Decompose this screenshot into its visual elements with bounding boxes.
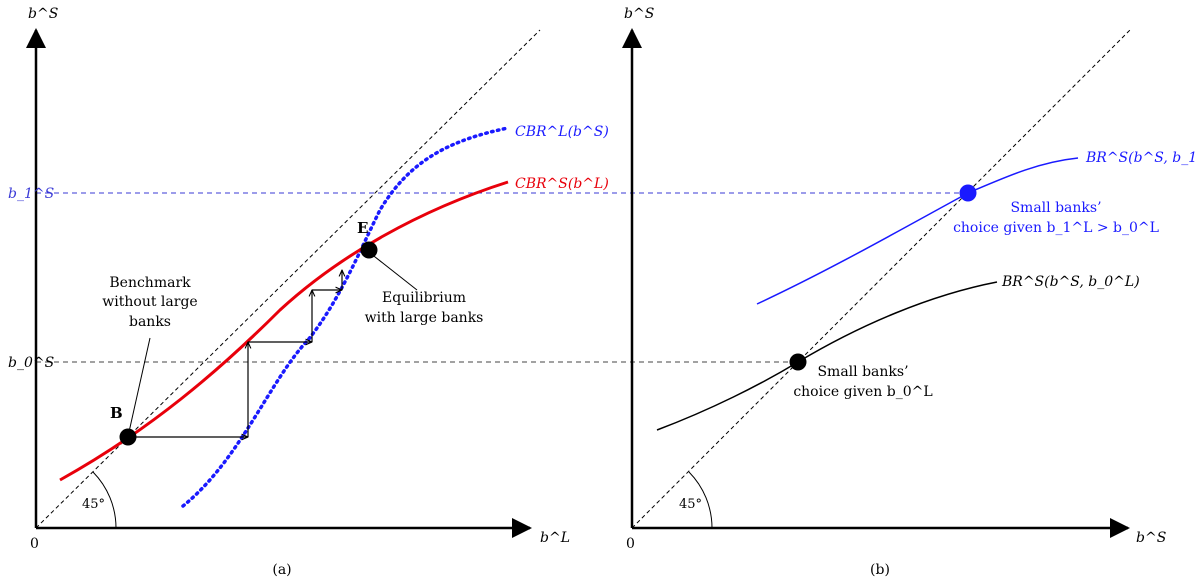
benchmark-line-2: without large <box>102 294 197 310</box>
diagonal-45-line-b <box>631 29 1131 529</box>
caption-b: (b) <box>870 562 890 578</box>
lower-choice-annotation: Small banks’ choice given b_0^L <box>793 364 932 400</box>
panel-a: B E Benchmark without large banks Equili… <box>8 6 968 578</box>
upper-choice-annotation: Small banks’ choice given b_1^L > b_0^L <box>953 200 1159 236</box>
point-e-label: E <box>357 219 368 237</box>
x-axis-label-b: b^S <box>1136 530 1166 546</box>
b1-axis-label: b_1^S <box>8 186 54 202</box>
y-axis-label-b: b^S <box>624 6 654 22</box>
angle-label-a: 45° <box>82 497 105 512</box>
br-upper-curve <box>756 157 1079 305</box>
angle-arc-b <box>688 471 713 529</box>
point-b <box>119 428 137 446</box>
adjustment-path <box>128 270 342 437</box>
benchmark-annotation: Benchmark without large banks <box>102 275 197 330</box>
equilibrium-line-1: Equilibrium <box>382 290 466 306</box>
cbr-large-curve <box>181 126 510 508</box>
equilibrium-line-2: with large banks <box>365 310 484 326</box>
point-e <box>360 241 378 259</box>
br-lower-label: BR^S(b^S, b_0^L) <box>1001 274 1140 290</box>
panel-b: BR^S(b^S, b_1^L) BR^S(b^S, b_0^L) Small … <box>622 6 1196 578</box>
upper-choice-line-1: Small banks’ <box>1010 200 1101 216</box>
lower-choice-line-1: Small banks’ <box>817 364 908 380</box>
point-b-label: B <box>110 404 123 422</box>
lower-choice-point <box>789 353 807 371</box>
angle-arc-a <box>92 471 117 529</box>
lower-choice-line-2: choice given b_0^L <box>793 384 932 400</box>
br-upper-label: BR^S(b^S, b_1^L) <box>1085 150 1196 166</box>
benchmark-pointer <box>128 337 151 433</box>
origin-label-a: 0 <box>30 536 39 552</box>
diagonal-45-line-a <box>35 29 541 529</box>
angle-label-b: 45° <box>679 497 702 512</box>
br-lower-curve <box>656 281 998 431</box>
y-axis-label-a: b^S <box>28 6 58 22</box>
benchmark-line-3: banks <box>129 314 171 330</box>
benchmark-line-1: Benchmark <box>109 275 191 291</box>
upper-choice-line-2: choice given b_1^L > b_0^L <box>953 220 1159 236</box>
cbr-small-label: CBR^S(b^L) <box>515 176 609 192</box>
caption-a: (a) <box>272 562 291 578</box>
cbr-large-label: CBR^L(b^S) <box>515 124 609 140</box>
equilibrium-pointer <box>369 252 418 291</box>
equilibrium-annotation: Equilibrium with large banks <box>365 290 484 326</box>
origin-label-b: 0 <box>626 536 635 552</box>
cbr-small-curve <box>59 180 509 482</box>
b0-axis-label: b_0^S <box>8 355 54 371</box>
x-axis-label-a: b^L <box>540 530 570 546</box>
upper-choice-point <box>959 184 977 202</box>
